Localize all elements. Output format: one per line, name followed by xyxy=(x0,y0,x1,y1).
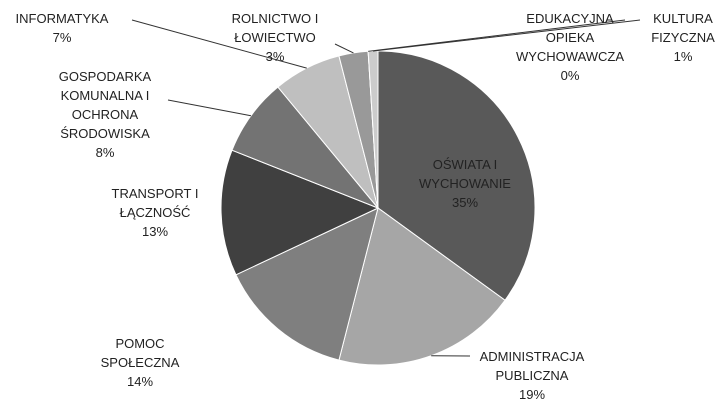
label-line: ADMINISTRACJA xyxy=(480,349,585,364)
pie-slice xyxy=(220,149,380,276)
label-line: INFORMATYKA xyxy=(16,11,109,26)
slice-label: OŚWIATA I WYCHOWANIE 35% xyxy=(419,157,511,210)
value-label: 1% xyxy=(674,49,693,64)
value-label: 13% xyxy=(142,224,168,239)
label-line: OŚWIATA I xyxy=(433,157,498,172)
label-line: PUBLICZNA xyxy=(496,368,569,383)
slice-label: ROLNICTWO I ŁOWIECTWO 3% xyxy=(232,11,319,64)
slice-label: GOSPODARKA KOMUNALNA I OCHRONA ŚRODOWISKA 8% xyxy=(59,69,152,160)
label-line: OCHRONA xyxy=(72,107,139,122)
label-line: ŁĄCZNOŚĆ xyxy=(120,205,191,220)
label-line: SPOŁECZNA xyxy=(101,355,180,370)
slice-label: TRANSPORT I ŁĄCZNOŚĆ 13% xyxy=(112,186,199,239)
label-line: EDUKACYJNA xyxy=(526,11,614,26)
label-line: GOSPODARKA xyxy=(59,69,152,84)
value-label: 0% xyxy=(561,68,580,83)
label-line: KULTURA xyxy=(653,11,713,26)
leader-line xyxy=(368,19,626,52)
slice-label: POMOC SPOŁECZNA 14% xyxy=(101,336,180,389)
leader-line xyxy=(334,43,354,54)
label-line: ŁOWIECTWO xyxy=(234,30,316,45)
value-label: 3% xyxy=(266,49,285,64)
value-label: 35% xyxy=(452,195,478,210)
pie-slice xyxy=(377,50,536,301)
value-label: 8% xyxy=(96,145,115,160)
label-line: KOMUNALNA I xyxy=(61,88,150,103)
leader-line xyxy=(167,99,252,117)
slice-label: ADMINISTRACJA PUBLICZNA 19% xyxy=(480,349,585,400)
label-line: POMOC xyxy=(115,336,164,351)
label-line: WYCHOWANIE xyxy=(419,176,511,191)
value-label: 19% xyxy=(519,387,545,400)
label-line: WYCHOWAWCZA xyxy=(516,49,624,64)
value-label: 14% xyxy=(127,374,153,389)
slice-label: KULTURA FIZYCZNA 1% xyxy=(651,11,715,64)
label-line: FIZYCZNA xyxy=(651,30,715,45)
pie-slice xyxy=(235,207,379,361)
value-label: 7% xyxy=(53,30,72,45)
label-line: ŚRODOWISKA xyxy=(60,126,150,141)
label-line: ROLNICTWO I xyxy=(232,11,319,26)
leader-line xyxy=(373,19,641,52)
label-line: TRANSPORT I xyxy=(112,186,199,201)
slice-label: EDUKACYJNA OPIEKA WYCHOWAWCZA 0% xyxy=(516,11,624,83)
slice-label: INFORMATYKA 7% xyxy=(16,11,109,45)
leader-line xyxy=(131,19,307,69)
label-line: OPIEKA xyxy=(546,30,595,45)
